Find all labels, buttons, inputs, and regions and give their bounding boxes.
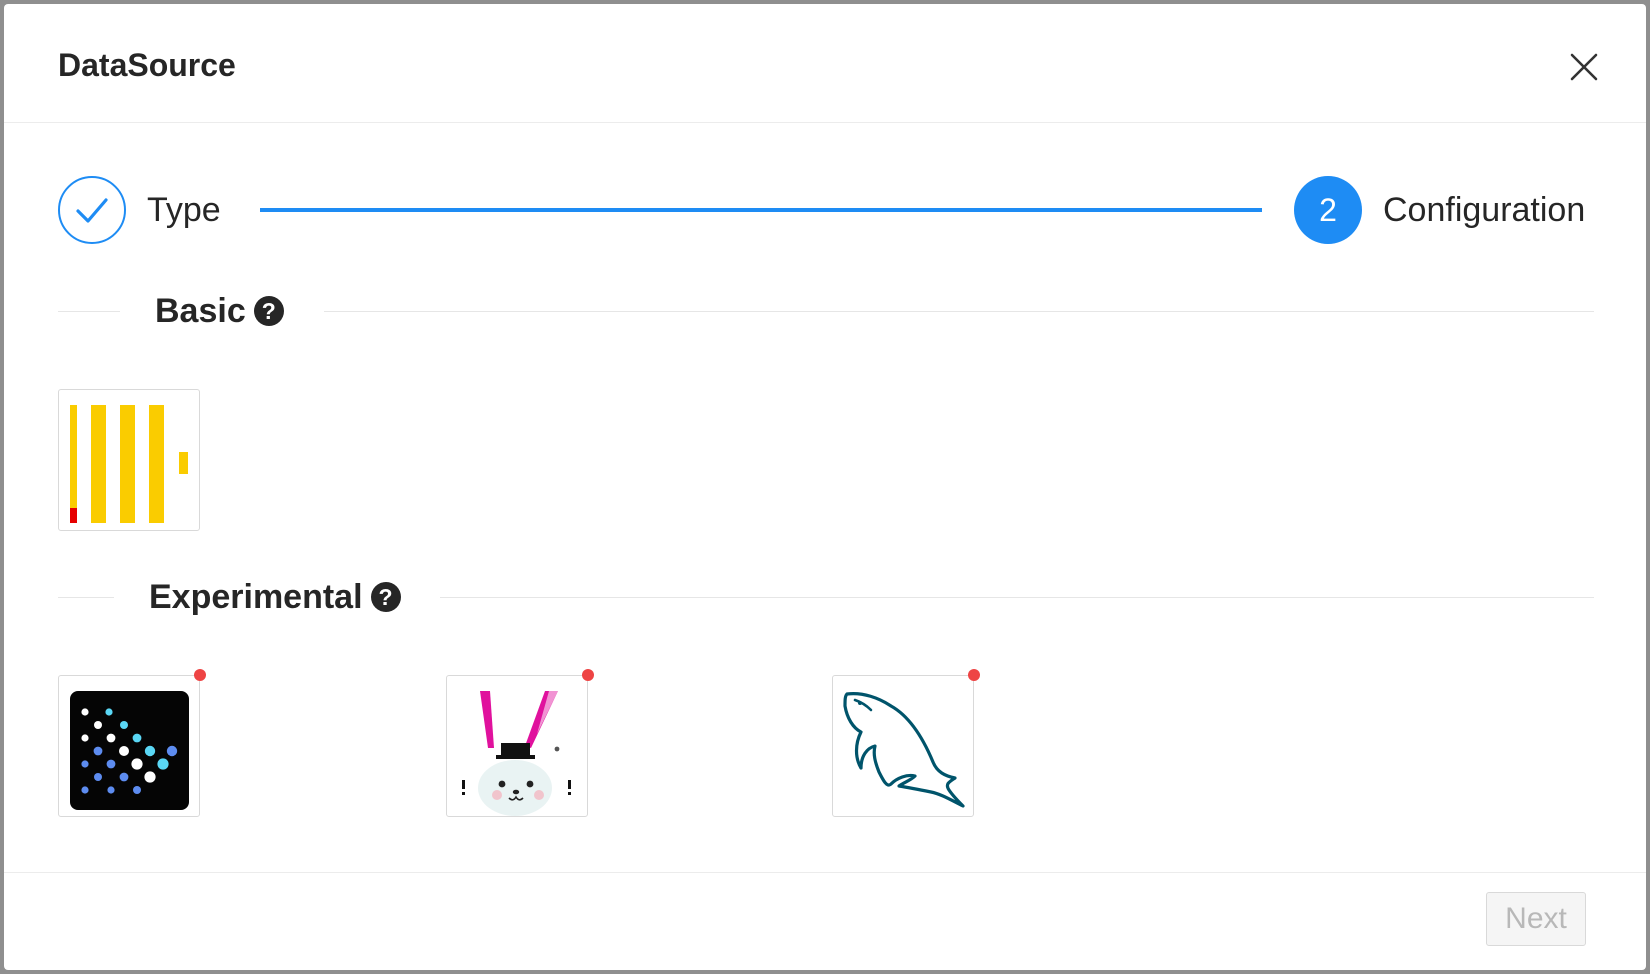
datasource-card-2[interactable] [446, 669, 594, 817]
steps: Type 2 Configuration [58, 176, 1594, 248]
experimental-section-title: Experimental? [149, 577, 401, 617]
datasource-card-clickhouse[interactable] [58, 389, 200, 531]
close-icon [1570, 53, 1598, 81]
modal-title: DataSource [58, 47, 236, 83]
modal-header: DataSource [4, 4, 1646, 123]
divider-line-left [58, 597, 114, 598]
experimental-section-label: Experimental [149, 578, 363, 616]
question-circle-icon[interactable]: ? [253, 296, 284, 326]
kaggle-dots-logo-icon [70, 691, 189, 810]
experimental-section-divider: Experimental? [58, 577, 1594, 617]
clickhouse-logo-icon [70, 405, 188, 523]
datasource-card-1[interactable] [58, 669, 206, 817]
experimental-badge-dot [968, 669, 980, 681]
rabbit-logo-icon [462, 691, 571, 816]
close-button[interactable] [1559, 42, 1609, 92]
step-configuration-circle: 2 [1294, 176, 1362, 244]
next-button[interactable]: Next [1486, 892, 1586, 946]
divider-line-right [440, 597, 1594, 598]
divider-line-right [324, 311, 1594, 312]
check-icon [76, 198, 108, 223]
modal-footer [4, 872, 1646, 970]
basic-section-label: Basic [155, 292, 246, 330]
datasource-card-3[interactable] [832, 669, 980, 817]
basic-section-title: Basic? [155, 291, 284, 331]
basic-section-divider: Basic? [58, 291, 1594, 331]
divider-line-left [58, 311, 120, 312]
step-connector [260, 208, 1262, 212]
experimental-badge-dot [582, 669, 594, 681]
datasource-modal: DataSource Type 2 Configuration Basic? [4, 4, 1646, 970]
experimental-badge-dot [194, 669, 206, 681]
mysql-dolphin-logo-icon [843, 692, 965, 808]
step-type-circle [58, 176, 126, 244]
step-configuration-label: Configuration [1383, 191, 1586, 229]
question-circle-icon[interactable]: ? [370, 582, 401, 612]
step-type-label: Type [147, 191, 221, 229]
